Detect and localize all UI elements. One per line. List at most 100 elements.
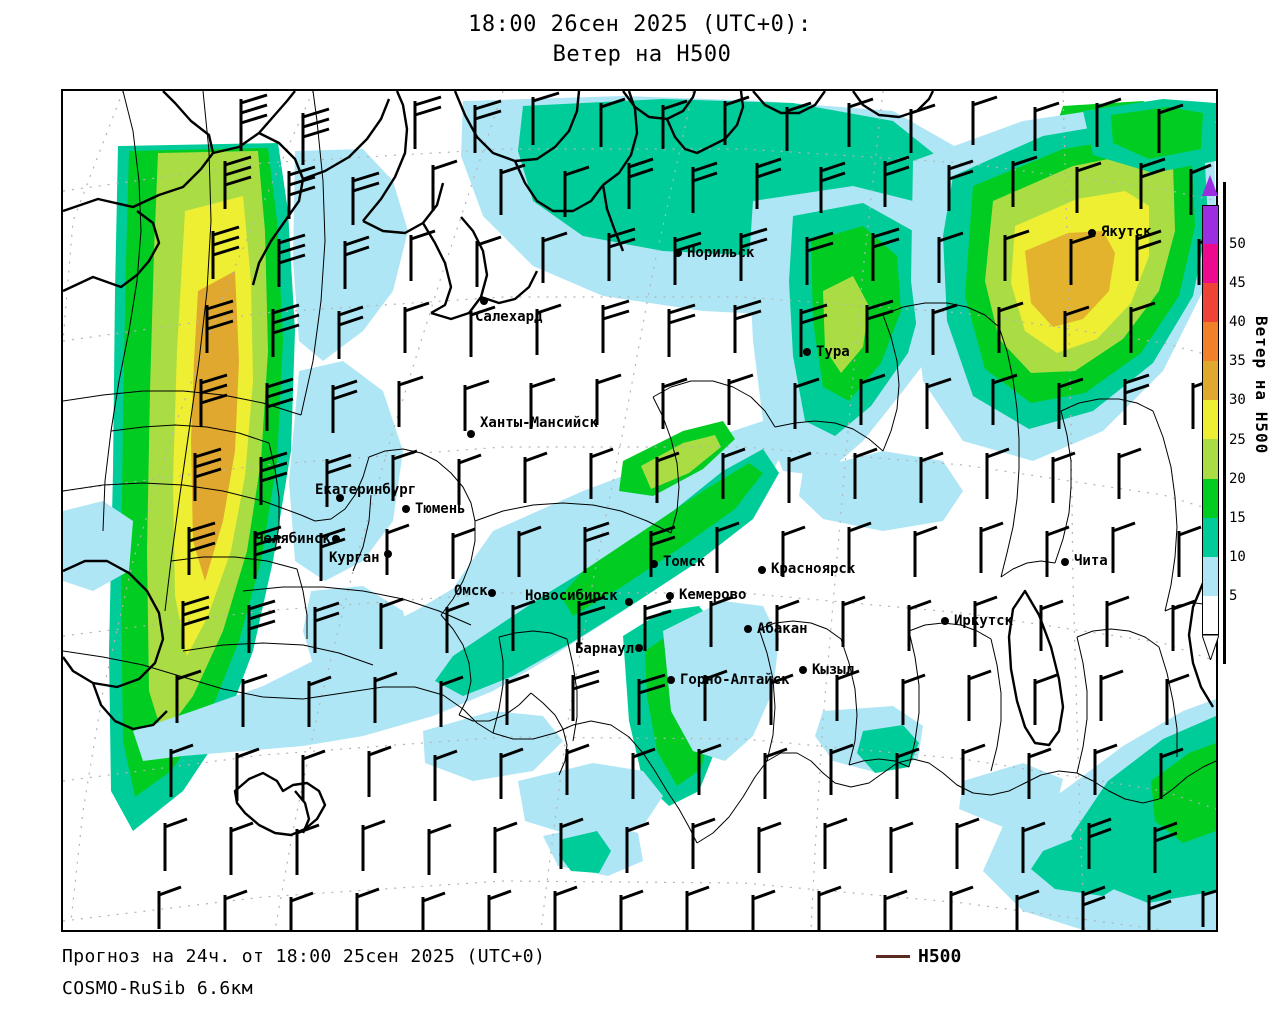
city-marker[interactable]: [635, 644, 643, 652]
colorbar-tick-label: 45: [1229, 275, 1246, 292]
fill-band-15-ob: [561, 463, 763, 616]
title-line-1: 18:00 26сен 2025 (UTC+0):: [468, 12, 812, 37]
city-label: Тура: [816, 344, 850, 360]
city-label: Иркутск: [954, 613, 1014, 629]
fill-band-10-south3: [559, 831, 611, 873]
colorbar-title: Ветер на H500: [1252, 316, 1271, 455]
windspeed-contour-fill: [63, 96, 1216, 930]
colorbar-tick-label: 30: [1229, 392, 1246, 409]
colorbar-cell: [1202, 595, 1219, 635]
colorbar-tick-label: 5: [1229, 587, 1238, 604]
footer: Прогноз на 24ч. от 18:00 25сен 2025 (UTC…: [0, 946, 1280, 1016]
city-marker[interactable]: [480, 297, 488, 305]
city-marker[interactable]: [674, 249, 682, 257]
colorbar-cell: [1202, 322, 1219, 362]
fill-band-20-tura: [823, 276, 869, 373]
city-marker[interactable]: [488, 589, 496, 597]
city-label: Кызыл: [812, 662, 855, 678]
admin-borders: [63, 91, 1216, 844]
colorbar-tick-label: 50: [1229, 236, 1246, 253]
fill-band-25-nw: [191, 271, 239, 581]
city-marker[interactable]: [744, 625, 752, 633]
colorbar-under-arrow: [1202, 635, 1219, 660]
colorbar-axis: [1223, 182, 1226, 664]
fill-band-5-kuzbass: [663, 601, 779, 761]
fill-band-5-midpatch2: [423, 711, 563, 781]
city-label: Якутск: [1101, 224, 1152, 240]
colorbar-cell: [1202, 361, 1219, 401]
city-label: Екатеринбург: [315, 482, 417, 498]
city-label: Курган: [329, 550, 380, 566]
colorbar-scale: [1202, 205, 1219, 635]
city-marker[interactable]: [667, 676, 675, 684]
city-label: Барнаул: [575, 641, 635, 657]
fill-band-5-urals: [289, 361, 403, 581]
city-marker[interactable]: [758, 566, 766, 574]
city-marker[interactable]: [384, 550, 392, 558]
city-marker[interactable]: [402, 505, 410, 513]
city-marker[interactable]: [625, 598, 633, 606]
city-marker[interactable]: [799, 666, 807, 674]
city-label: Челябинск: [255, 531, 331, 547]
colorbar-legend: 50 45 40 35 30 25 20 15 10 5 Ветер на H500: [1196, 175, 1280, 664]
city-label: Горно-Алтайск: [680, 672, 790, 688]
colorbar-cell: [1202, 439, 1219, 479]
coastline: [63, 91, 1216, 837]
city-label: Омск: [454, 583, 488, 599]
colorbar-cell: [1202, 478, 1219, 518]
colorbar-cell: [1202, 205, 1219, 245]
city-label: Абакан: [757, 621, 808, 637]
city-marker[interactable]: [1061, 558, 1069, 566]
page-title: 18:00 26сен 2025 (UTC+0): Ветер на H500: [0, 10, 1280, 70]
colorbar-cell: [1202, 244, 1219, 284]
colorbar-tick-label: 15: [1229, 509, 1246, 526]
colorbar-cell: [1202, 517, 1219, 557]
city-marker[interactable]: [1088, 229, 1096, 237]
colorbar-cell: [1202, 556, 1219, 596]
fill-band-20-ob: [641, 435, 721, 489]
colorbar-tick-label: 40: [1229, 314, 1246, 331]
city-marker[interactable]: [666, 592, 674, 600]
fill-band-10-se2: [1031, 831, 1143, 896]
fill-band-15-se: [1151, 743, 1216, 843]
city-marker[interactable]: [336, 494, 344, 502]
city-label: Салехард: [475, 309, 543, 325]
city-marker[interactable]: [467, 430, 475, 438]
fill-band-15-ne: [1111, 107, 1203, 159]
city-label: Новосибирск: [525, 588, 618, 604]
city-marker[interactable]: [803, 348, 811, 356]
city-label: Красноярск: [771, 561, 856, 577]
colorbar-cell: [1202, 400, 1219, 440]
map-canvas[interactable]: [63, 91, 1216, 930]
colorbar-tick-label: 35: [1229, 353, 1246, 370]
city-label: Тюмень: [415, 501, 466, 517]
fill-band-5-leftedge: [63, 501, 133, 591]
model-info: COSMO-RuSib 6.6км: [62, 978, 254, 999]
title-line-2: Ветер на H500: [552, 42, 732, 67]
city-label: Томск: [663, 554, 706, 570]
colorbar-tick-label: 20: [1229, 470, 1246, 487]
wind-barbs: [157, 91, 1216, 930]
city-marker[interactable]: [650, 560, 658, 568]
h500-legend: H500: [876, 946, 961, 967]
city-marker[interactable]: [941, 617, 949, 625]
colorbar-tick-label: 25: [1229, 431, 1246, 448]
fill-band-5-se-mid: [959, 763, 1063, 827]
fill-band-5-south1: [518, 763, 663, 839]
city-label: Ханты-Мансийск: [480, 415, 599, 431]
city-marker[interactable]: [332, 535, 340, 543]
colorbar-cell: [1202, 283, 1219, 323]
h500-line-swatch: [876, 955, 910, 958]
colorbar-over-arrow: [1202, 175, 1218, 196]
h500-legend-label: H500: [918, 946, 962, 967]
colorbar-tick-label: 10: [1229, 548, 1246, 565]
map-frame[interactable]: Норильск Салехард Тура Якутск Ханты-Мансийск…: [61, 89, 1218, 932]
city-label: Норильск: [687, 245, 755, 261]
forecast-info: Прогноз на 24ч. от 18:00 25сен 2025 (UTC…: [62, 946, 546, 967]
fill-band-5-ob2: [433, 436, 753, 636]
city-label: Кемерово: [679, 587, 747, 603]
fill-band-5-nw-halo: [293, 149, 408, 361]
city-label: Чита: [1074, 553, 1108, 569]
graticule: [63, 91, 1216, 930]
